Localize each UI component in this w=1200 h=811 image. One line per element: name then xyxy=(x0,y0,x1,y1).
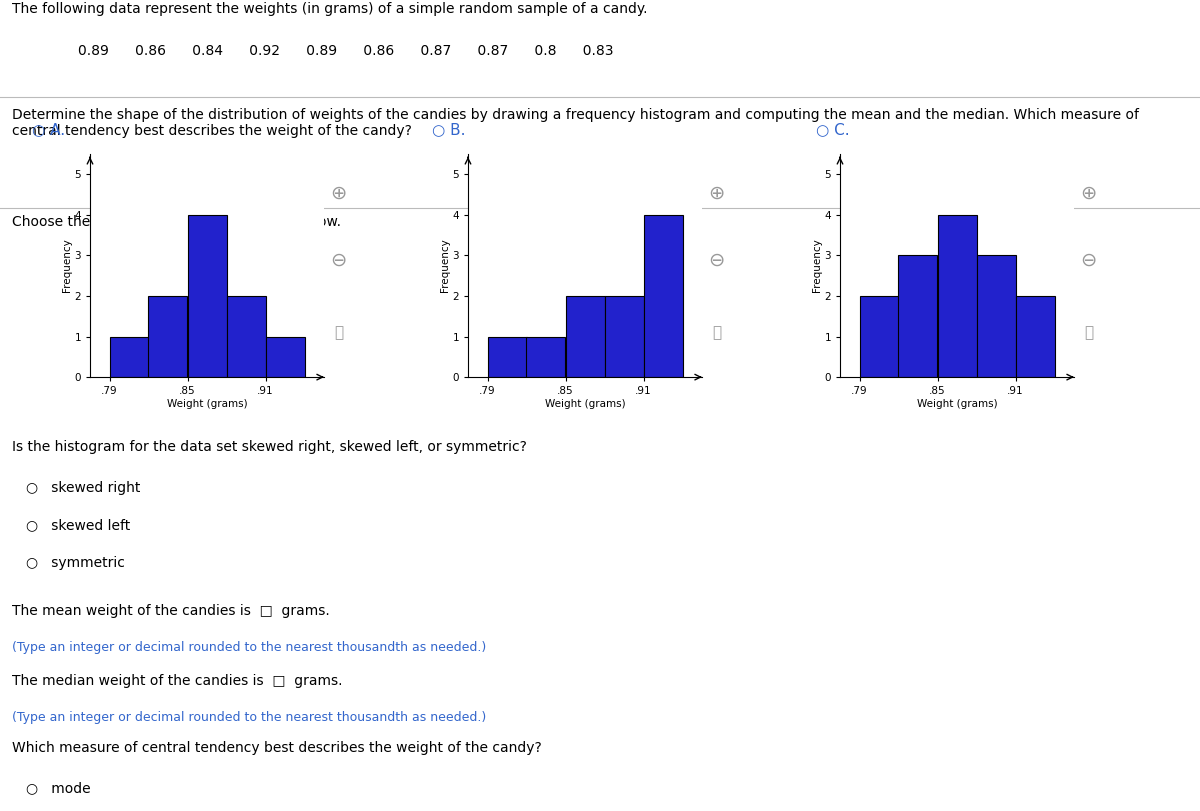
Bar xyxy=(527,337,565,377)
Text: Determine the shape of the distribution of weights of the candies by drawing a f: Determine the shape of the distribution … xyxy=(12,108,1139,138)
Bar xyxy=(109,337,149,377)
Text: ○   skewed right: ○ skewed right xyxy=(26,481,140,496)
Bar xyxy=(859,296,899,377)
Text: ⊕: ⊕ xyxy=(330,184,347,203)
Bar xyxy=(1015,296,1055,377)
Text: ⧉: ⧉ xyxy=(1084,325,1093,340)
Text: The mean weight of the candies is  □  grams.: The mean weight of the candies is □ gram… xyxy=(12,604,330,618)
Bar xyxy=(605,296,643,377)
Text: ○ B.: ○ B. xyxy=(432,122,466,137)
Text: ○ A.: ○ A. xyxy=(32,122,66,137)
Text: ⊖: ⊖ xyxy=(708,251,725,269)
Bar xyxy=(937,215,977,377)
Text: Choose the correct frequency histogram below.: Choose the correct frequency histogram b… xyxy=(12,215,341,229)
Bar xyxy=(643,215,683,377)
Bar xyxy=(899,255,937,377)
Text: ○   mode: ○ mode xyxy=(26,781,91,795)
Y-axis label: Frequency: Frequency xyxy=(811,238,822,293)
Bar xyxy=(187,215,227,377)
X-axis label: Weight (grams): Weight (grams) xyxy=(545,399,625,409)
Bar xyxy=(265,337,305,377)
Text: ⊖: ⊖ xyxy=(330,251,347,269)
Bar xyxy=(149,296,187,377)
Text: The median weight of the candies is  □  grams.: The median weight of the candies is □ gr… xyxy=(12,674,342,688)
Text: ○ C.: ○ C. xyxy=(816,122,850,137)
X-axis label: Weight (grams): Weight (grams) xyxy=(167,399,247,409)
X-axis label: Weight (grams): Weight (grams) xyxy=(917,399,997,409)
Text: The following data represent the weights (in grams) of a simple random sample of: The following data represent the weights… xyxy=(12,2,648,16)
Text: (Type an integer or decimal rounded to the nearest thousandth as needed.): (Type an integer or decimal rounded to t… xyxy=(12,711,486,724)
Bar xyxy=(977,255,1015,377)
Text: Which measure of central tendency best describes the weight of the candy?: Which measure of central tendency best d… xyxy=(12,741,541,755)
Text: ⧉: ⧉ xyxy=(712,325,721,340)
Text: (Type an integer or decimal rounded to the nearest thousandth as needed.): (Type an integer or decimal rounded to t… xyxy=(12,642,486,654)
Bar xyxy=(487,337,527,377)
Text: Is the histogram for the data set skewed right, skewed left, or symmetric?: Is the histogram for the data set skewed… xyxy=(12,440,527,454)
Text: ○   skewed left: ○ skewed left xyxy=(26,518,131,532)
Bar xyxy=(565,296,605,377)
Y-axis label: Frequency: Frequency xyxy=(439,238,450,293)
Text: ⊕: ⊕ xyxy=(1080,184,1097,203)
Text: 0.89      0.86      0.84      0.92      0.89      0.86      0.87      0.87      : 0.89 0.86 0.84 0.92 0.89 0.86 0.87 0.87 xyxy=(78,44,613,58)
Bar xyxy=(227,296,265,377)
Text: ⊖: ⊖ xyxy=(1080,251,1097,269)
Text: ○   symmetric: ○ symmetric xyxy=(26,556,125,569)
Y-axis label: Frequency: Frequency xyxy=(61,238,72,293)
Text: ⊕: ⊕ xyxy=(708,184,725,203)
Text: ⧉: ⧉ xyxy=(334,325,343,340)
